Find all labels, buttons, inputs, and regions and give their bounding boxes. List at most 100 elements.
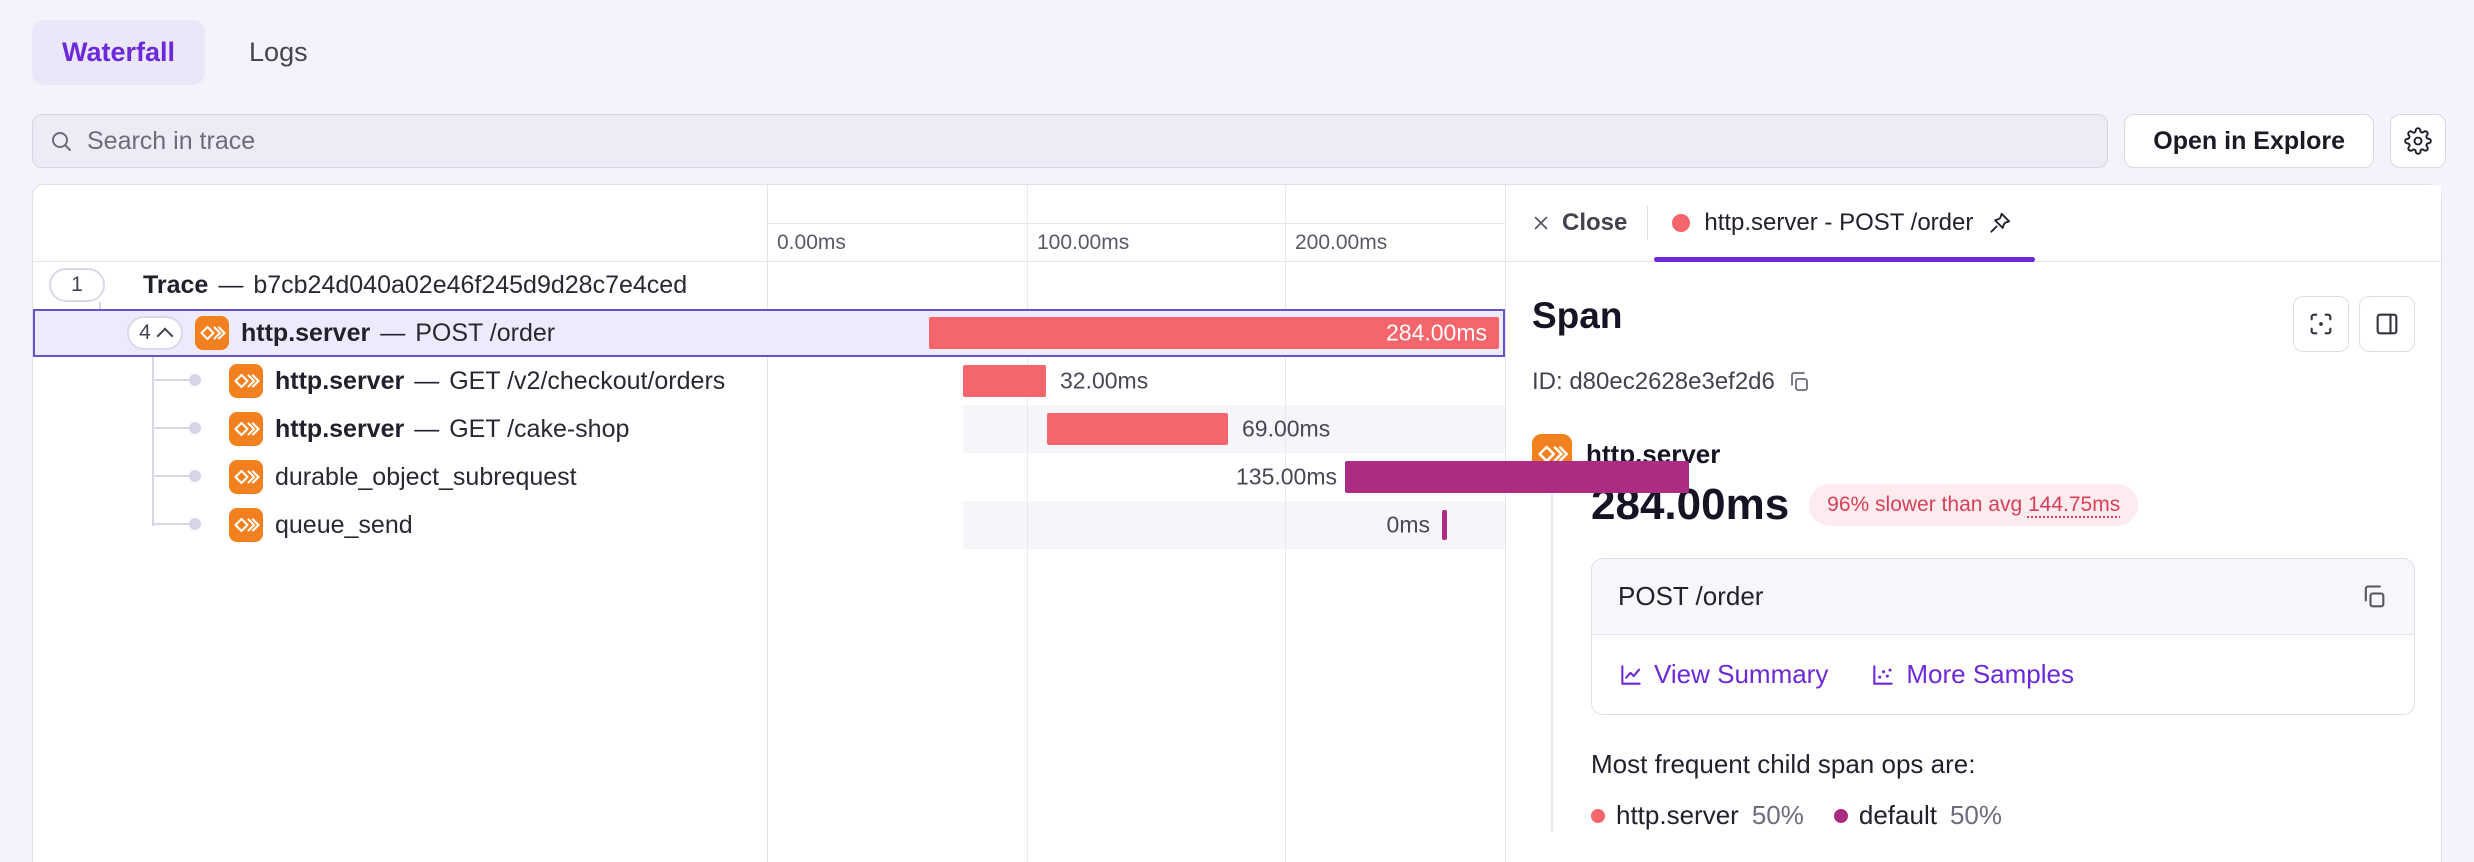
trace-panel: 0.00ms 100.00ms 200.00ms 1 bbox=[32, 184, 2442, 862]
avg-duration[interactable]: 144.75ms bbox=[2027, 493, 2121, 516]
duration-label: 32.00ms bbox=[1060, 367, 1149, 394]
open-in-explore-button[interactable]: Open in Explore bbox=[2124, 114, 2374, 168]
span-detail-panel: Close http.server - POST /order Span bbox=[1505, 185, 2441, 862]
expand-panel-button[interactable] bbox=[2359, 296, 2415, 352]
row-separator: — bbox=[380, 318, 406, 347]
axis-tick-2: 200.00ms bbox=[1295, 231, 1388, 254]
tree-connector bbox=[152, 350, 154, 526]
child-count-badge[interactable]: 1 bbox=[49, 268, 105, 302]
row-title: Trace bbox=[143, 270, 209, 299]
tree-node-dot bbox=[189, 470, 201, 482]
cloudflare-workers-icon bbox=[229, 460, 263, 494]
span-id: ID: d80ec2628e3ef2d6 bbox=[1532, 368, 1775, 395]
pin-icon[interactable] bbox=[1987, 210, 2013, 236]
span-row-durable-object[interactable]: durable_object_subrequest 135.00ms bbox=[33, 453, 1689, 501]
waterfall-header: 0.00ms 100.00ms 200.00ms bbox=[33, 185, 1505, 262]
duration-bar[interactable] bbox=[1345, 461, 1689, 493]
search-input[interactable] bbox=[85, 125, 2092, 157]
duration-bar[interactable] bbox=[1442, 510, 1447, 540]
legend-item: default 50% bbox=[1833, 800, 2002, 831]
duration-bar[interactable] bbox=[963, 365, 1046, 397]
gridline-200ms bbox=[1285, 185, 1286, 862]
legend-label: default bbox=[1858, 800, 1937, 830]
trace-row[interactable]: 1 Trace — b7cb24d040a02e46f245d9d28c7e4c… bbox=[33, 261, 1505, 309]
slower-than-avg-badge: 96% slower than avg 144.75ms bbox=[1809, 484, 2139, 526]
close-icon bbox=[1530, 212, 1552, 234]
tab-waterfall[interactable]: Waterfall bbox=[32, 20, 206, 85]
trace-id: b7cb24d040a02e46f245d9d28c7e4ced bbox=[253, 270, 688, 299]
legend-label: http.server bbox=[1616, 800, 1739, 830]
span-op: http.server bbox=[275, 414, 405, 443]
expand-collapse-badge[interactable]: 4 bbox=[127, 316, 183, 350]
child-ops-heading: Most frequent child span ops are: bbox=[1591, 749, 1976, 779]
view-summary-label: View Summary bbox=[1654, 659, 1829, 689]
duration-label: 135.00ms bbox=[1235, 463, 1337, 490]
span-detail-tab[interactable]: http.server - POST /order bbox=[1654, 185, 2036, 262]
copy-id-button[interactable] bbox=[1787, 370, 1811, 394]
view-tabs: Waterfall Logs bbox=[32, 20, 308, 85]
axis-tick-1: 100.00ms bbox=[1037, 231, 1130, 254]
cloudflare-workers-icon bbox=[229, 412, 263, 446]
axis-tick-0: 0.00ms bbox=[777, 231, 846, 254]
scatter-plot-icon bbox=[1870, 662, 1896, 688]
duration-label: 69.00ms bbox=[1242, 415, 1331, 442]
chevron-up-icon bbox=[156, 327, 174, 344]
span-rows: 1 Trace — b7cb24d040a02e46f245d9d28c7e4c… bbox=[33, 261, 1689, 549]
legend-dot-http-server bbox=[1591, 808, 1605, 823]
close-label: Close bbox=[1562, 209, 1628, 236]
span-status-dot bbox=[1672, 214, 1691, 232]
search-icon bbox=[49, 129, 73, 153]
span-op: http.server bbox=[275, 366, 405, 395]
legend-dot-default bbox=[1833, 808, 1848, 823]
side-panel-icon bbox=[2373, 310, 2401, 338]
search-box[interactable] bbox=[32, 114, 2109, 168]
copy-description-button[interactable] bbox=[2360, 583, 2388, 611]
span-row-queue-send[interactable]: queue_send 0ms bbox=[33, 501, 1505, 549]
more-samples-link[interactable]: More Samples bbox=[1870, 659, 2074, 690]
toolbar: Open in Explore bbox=[32, 114, 2446, 168]
focus-span-button[interactable] bbox=[2293, 296, 2349, 352]
settings-button[interactable] bbox=[2390, 114, 2446, 168]
gear-icon bbox=[2404, 127, 2432, 155]
duration-label: 284.00ms bbox=[1385, 319, 1487, 346]
child-ops-legend: http.server 50% default 50% bbox=[1591, 800, 2415, 831]
row-separator: — bbox=[218, 270, 244, 299]
view-summary-link[interactable]: View Summary bbox=[1618, 659, 1828, 690]
span-description: POST /order bbox=[415, 318, 556, 347]
span-detail-body: Span bbox=[1506, 262, 2441, 862]
tab-logs[interactable]: Logs bbox=[249, 37, 308, 67]
time-axis bbox=[767, 223, 1505, 224]
span-op: queue_send bbox=[275, 510, 413, 539]
tab-divider bbox=[1647, 206, 1649, 240]
chart-line-icon bbox=[1618, 662, 1644, 688]
legend-pct: 50% bbox=[1949, 800, 2002, 830]
tree-node-dot bbox=[189, 518, 201, 530]
span-op: durable_object_subrequest bbox=[275, 462, 577, 491]
focus-icon bbox=[2307, 310, 2335, 338]
span-row-post-order[interactable]: 4 http.server — POST /order 284.00ms bbox=[33, 309, 1505, 357]
duration-label: 0ms bbox=[1386, 511, 1430, 538]
more-samples-label: More Samples bbox=[1906, 659, 2074, 689]
duration-bar[interactable]: 284.00ms bbox=[929, 317, 1499, 349]
row-separator: — bbox=[414, 414, 440, 443]
cloudflare-workers-icon bbox=[195, 316, 229, 350]
tree-node-dot bbox=[189, 374, 201, 386]
tree-waterfall-divider bbox=[767, 185, 768, 862]
span-description: GET /v2/checkout/orders bbox=[449, 366, 726, 395]
detail-tab-label: http.server - POST /order bbox=[1704, 209, 1974, 236]
duration-bar[interactable] bbox=[1047, 413, 1228, 445]
legend-item: http.server 50% bbox=[1591, 800, 1804, 831]
tree-connector bbox=[154, 427, 194, 429]
cloudflare-workers-icon bbox=[229, 508, 263, 542]
span-op: http.server bbox=[241, 318, 371, 347]
detail-tab-bar: Close http.server - POST /order bbox=[1506, 185, 2441, 262]
child-count: 4 bbox=[139, 321, 151, 344]
tree-connector bbox=[154, 523, 194, 525]
tree-connector bbox=[154, 475, 194, 477]
cloudflare-workers-icon bbox=[229, 364, 263, 398]
close-detail-button[interactable]: Close bbox=[1530, 209, 1627, 237]
waterfall-area: 0.00ms 100.00ms 200.00ms 1 bbox=[33, 185, 1689, 862]
span-row-checkout-orders[interactable]: http.server — GET /v2/checkout/orders 32… bbox=[33, 357, 1505, 405]
span-row-cake-shop[interactable]: http.server — GET /cake-shop 69.00ms bbox=[33, 405, 1505, 453]
